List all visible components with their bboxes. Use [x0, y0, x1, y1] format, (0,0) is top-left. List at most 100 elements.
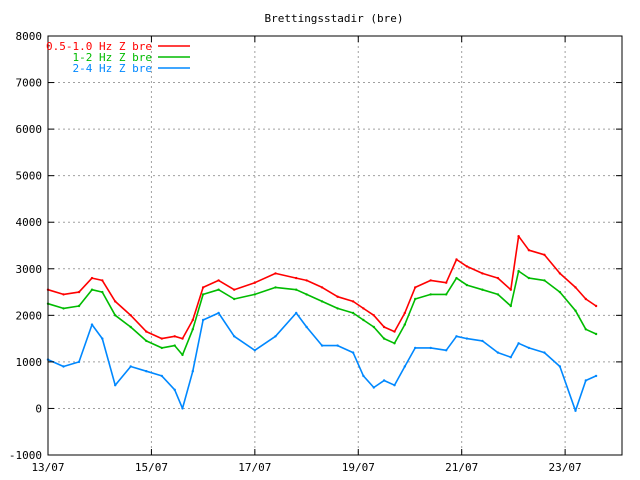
series-point-high-band	[336, 344, 339, 347]
series-point-low-band	[351, 300, 355, 303]
series-point-high-band	[382, 379, 386, 382]
series-point-low-band	[414, 286, 417, 289]
series-point-high-band	[305, 325, 308, 329]
legend-label: 2-4 Hz Z bre	[73, 62, 152, 75]
series-point-high-band	[101, 337, 104, 340]
series-point-low-band	[527, 249, 531, 252]
series-point-low-band	[429, 279, 432, 282]
series-point-mid-band	[362, 318, 365, 322]
series-point-high-band	[481, 339, 484, 343]
series-point-low-band	[465, 265, 469, 268]
series-line-mid-band	[47, 270, 597, 356]
y-tick-label: 7000	[16, 77, 43, 90]
series-point-high-band	[295, 311, 298, 315]
series-point-mid-band	[509, 304, 512, 308]
series-point-mid-band	[382, 337, 386, 340]
series-point-low-band	[517, 235, 520, 238]
series-point-mid-band	[481, 288, 484, 291]
series-point-mid-band	[62, 307, 65, 310]
series-point-mid-band	[217, 288, 220, 291]
series-point-high-band	[274, 335, 277, 338]
series-point-mid-band	[145, 339, 148, 343]
series-point-high-band	[372, 386, 375, 389]
series-point-low-band	[173, 335, 176, 338]
grid	[48, 36, 622, 455]
x-tick-label: 13/07	[31, 461, 64, 474]
series-point-low-band	[160, 337, 163, 340]
series-point-low-band	[574, 286, 577, 289]
series-point-low-band	[362, 307, 365, 310]
series-point-low-band	[336, 295, 339, 298]
series-point-low-band	[274, 272, 277, 275]
series-point-low-band	[594, 304, 598, 308]
series-point-low-band	[129, 314, 132, 317]
series-point-low-band	[372, 314, 375, 317]
series-point-mid-band	[101, 290, 104, 294]
series-point-mid-band	[465, 283, 469, 287]
y-tick-label: 6000	[16, 123, 43, 136]
series-point-high-band	[362, 374, 365, 378]
series-point-mid-band	[445, 293, 448, 296]
series-point-low-band	[62, 293, 65, 296]
series-point-high-band	[62, 365, 65, 368]
y-tick-label: 8000	[16, 30, 43, 43]
series-group	[46, 235, 598, 412]
series-point-mid-band	[181, 353, 184, 357]
series-point-high-band	[509, 356, 512, 359]
series-point-high-band	[584, 379, 587, 382]
series-point-low-band	[393, 330, 396, 333]
series-point-high-band	[594, 374, 598, 378]
series-point-mid-band	[77, 304, 81, 308]
series-point-low-band	[217, 279, 220, 282]
series-point-mid-band	[517, 269, 520, 273]
series-point-mid-band	[129, 325, 132, 329]
series-point-high-band	[181, 407, 184, 410]
series-point-low-band	[455, 258, 458, 261]
y-tick-label: 1000	[16, 356, 43, 369]
series-point-high-band	[191, 370, 194, 373]
series-line-low-band	[47, 235, 597, 340]
series-point-low-band	[543, 253, 546, 256]
series-point-low-band	[509, 288, 512, 291]
series-point-low-band	[90, 276, 94, 280]
series-point-high-band	[517, 342, 520, 345]
series-point-high-band	[114, 384, 117, 387]
series-point-high-band	[217, 311, 220, 315]
series-point-high-band	[393, 384, 396, 387]
series-point-high-band	[445, 349, 448, 352]
series-point-low-band	[233, 288, 236, 291]
series-point-low-band	[320, 286, 324, 289]
series-point-low-band	[403, 311, 406, 315]
series-point-mid-band	[574, 309, 577, 312]
series-point-mid-band	[160, 346, 163, 350]
series-point-high-band	[145, 370, 148, 373]
series-point-high-band	[253, 349, 256, 352]
legend-label: 0.5-1.0 Hz Z bre	[46, 40, 152, 53]
series-point-mid-band	[558, 290, 562, 294]
x-tick-label: 21/07	[445, 461, 478, 474]
series-point-mid-band	[253, 293, 256, 296]
series-point-low-band	[101, 279, 104, 282]
series-point-high-band	[320, 344, 324, 347]
series-point-high-band	[173, 388, 176, 391]
x-tick-label: 19/07	[342, 461, 375, 474]
series-point-high-band	[574, 409, 577, 412]
series-point-high-band	[465, 337, 469, 340]
series-point-mid-band	[295, 288, 298, 291]
axes: -1000 0 1000 2000 3000 4000 5000 6000 7000 8000 13…	[9, 30, 622, 474]
series-point-low-band	[496, 276, 500, 280]
y-tick-label: -1000	[9, 449, 42, 462]
series-point-high-band	[558, 365, 562, 368]
chart-title: Brettingsstadir (bre)	[264, 12, 403, 25]
series-point-high-band	[414, 346, 417, 350]
x-tick-label: 15/07	[135, 461, 168, 474]
series-point-low-band	[295, 276, 298, 280]
series-point-high-band	[233, 335, 236, 338]
series-point-low-band	[445, 281, 448, 284]
series-point-mid-band	[393, 342, 396, 345]
series-point-mid-band	[90, 288, 94, 291]
y-tick-label: 4000	[16, 216, 43, 229]
plot-frame	[47, 35, 623, 456]
series-point-mid-band	[305, 293, 308, 296]
